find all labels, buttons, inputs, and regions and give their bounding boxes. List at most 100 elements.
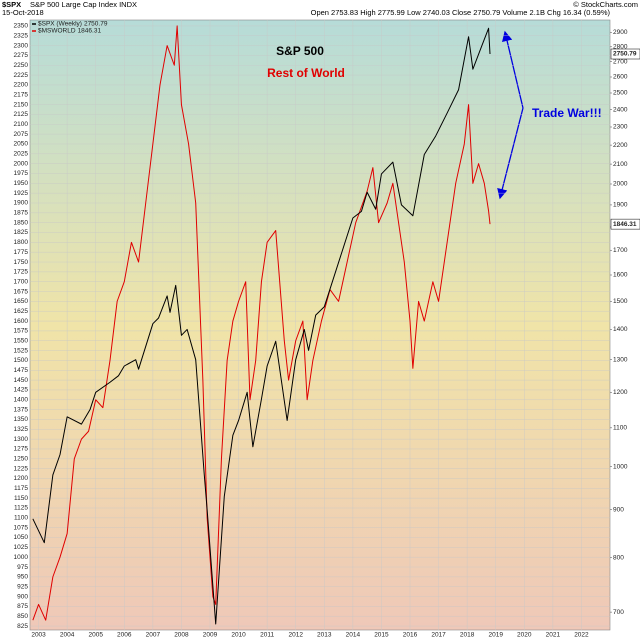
y2-tick-label: 1200 bbox=[613, 389, 628, 396]
x-tick-label: 2007 bbox=[146, 632, 161, 639]
y2-tick-label: 1100 bbox=[613, 425, 627, 432]
y-tick-label: 875 bbox=[17, 603, 28, 610]
y-tick-label: 900 bbox=[17, 593, 28, 600]
plot-area bbox=[29, 19, 611, 631]
y-tick-label: 1275 bbox=[14, 446, 29, 453]
y-tick-label: 2150 bbox=[14, 101, 29, 108]
credit: © StockCharts.com bbox=[573, 0, 638, 9]
y2-tick-label: 2000 bbox=[613, 181, 628, 188]
y-tick-label: 1650 bbox=[14, 298, 29, 305]
y-tick-label: 1525 bbox=[14, 347, 29, 354]
y-tick-label: 1025 bbox=[14, 544, 29, 551]
y2-tick-label: 2900 bbox=[613, 29, 628, 36]
y-tick-label: 1825 bbox=[14, 229, 29, 236]
y-tick-label: 1200 bbox=[14, 475, 29, 482]
y-tick-label: 1625 bbox=[14, 308, 29, 315]
x-tick-label: 2011 bbox=[260, 632, 274, 639]
x-tick-label: 2015 bbox=[374, 632, 389, 639]
y2-tick-label: 1700 bbox=[613, 247, 628, 254]
annotation: S&P 500 bbox=[276, 44, 324, 58]
y-tick-label: 2175 bbox=[14, 91, 29, 98]
legend-value: 1846.31 bbox=[78, 28, 102, 35]
last-value-label: 1846.31 bbox=[613, 221, 637, 228]
y-tick-label: 1175 bbox=[14, 485, 28, 492]
y2-tick-label: 700 bbox=[613, 609, 624, 616]
y-tick-label: 1425 bbox=[14, 387, 29, 394]
y-tick-label: 1450 bbox=[14, 377, 29, 384]
x-tick-label: 2008 bbox=[174, 632, 189, 639]
x-tick-label: 2017 bbox=[431, 632, 446, 639]
legend-value: 2750.79 bbox=[84, 21, 108, 28]
x-tick-label: 2013 bbox=[317, 632, 332, 639]
y-tick-label: 1550 bbox=[14, 337, 29, 344]
y-tick-label: 1375 bbox=[14, 406, 29, 413]
x-tick-label: 2014 bbox=[346, 632, 361, 639]
x-tick-label: 2016 bbox=[403, 632, 418, 639]
x-tick-label: 2004 bbox=[60, 632, 75, 639]
y-tick-label: 1600 bbox=[14, 318, 29, 325]
y-tick-label: 1700 bbox=[14, 278, 29, 285]
y2-tick-label: 2600 bbox=[613, 74, 628, 81]
symbol: $SPX bbox=[2, 0, 21, 9]
y-tick-label: 1050 bbox=[14, 534, 29, 541]
y-tick-label: 1850 bbox=[14, 219, 29, 226]
y-tick-label: 1500 bbox=[14, 357, 29, 364]
grid bbox=[30, 20, 610, 630]
y-tick-label: 1800 bbox=[14, 239, 29, 246]
y-tick-label: 1075 bbox=[14, 524, 29, 531]
y-tick-label: 2075 bbox=[14, 131, 29, 138]
x-tick-label: 2020 bbox=[517, 632, 532, 639]
date: 15-Oct-2018 bbox=[2, 8, 44, 17]
y-tick-label: 1775 bbox=[14, 249, 29, 256]
y2-tick-label: 1600 bbox=[613, 272, 628, 279]
y-tick-label: 1475 bbox=[14, 367, 29, 374]
y-tick-label: 1250 bbox=[14, 456, 29, 463]
series-line bbox=[32, 25, 491, 621]
y2-tick-label: 1300 bbox=[613, 356, 628, 363]
y-tick-label: 1950 bbox=[14, 180, 29, 187]
y2-tick-label: 800 bbox=[613, 554, 624, 561]
y2-tick-label: 900 bbox=[613, 506, 624, 513]
x-tick-label: 2005 bbox=[88, 632, 103, 639]
legend-name: $MSWORLD bbox=[38, 28, 76, 35]
y-tick-label: 2225 bbox=[14, 72, 29, 79]
y-tick-label: 1875 bbox=[14, 210, 29, 217]
last-value-box bbox=[610, 48, 640, 60]
index-name: S&P 500 Large Cap Index INDX bbox=[30, 0, 137, 9]
y-tick-label: 2100 bbox=[14, 121, 29, 128]
y-tick-label: 2350 bbox=[14, 23, 29, 30]
annotation: Rest of World bbox=[267, 66, 345, 80]
y-tick-label: 850 bbox=[17, 613, 28, 620]
y-tick-label: 2250 bbox=[14, 62, 29, 69]
y-tick-label: 1325 bbox=[14, 426, 29, 433]
x-tick-label: 2021 bbox=[546, 632, 561, 639]
y-tick-label: 1975 bbox=[14, 170, 29, 177]
y-tick-label: 2200 bbox=[14, 82, 29, 89]
last-value-box bbox=[610, 218, 640, 230]
y-tick-label: 825 bbox=[17, 623, 28, 630]
y-tick-label: 1925 bbox=[14, 190, 29, 197]
y-tick-label: 1100 bbox=[14, 515, 28, 522]
y2-tick-label: 2200 bbox=[613, 142, 628, 149]
x-tick-label: 2012 bbox=[288, 632, 303, 639]
y2-tick-label: 2800 bbox=[613, 43, 628, 50]
y-tick-label: 1725 bbox=[14, 269, 29, 276]
legend-name: $SPX (Weekly) bbox=[38, 21, 82, 28]
y2-tick-label: 2100 bbox=[613, 161, 628, 168]
x-tick-label: 2003 bbox=[31, 632, 46, 639]
y-tick-label: 2125 bbox=[14, 111, 29, 118]
y2-tick-label: 2300 bbox=[613, 124, 628, 131]
arrow bbox=[502, 30, 524, 109]
y-tick-label: 950 bbox=[17, 574, 28, 581]
annotation: Trade War!!! bbox=[532, 106, 602, 120]
y-tick-label: 2275 bbox=[14, 52, 29, 59]
y2-tick-label: 1400 bbox=[613, 326, 628, 333]
y2-tick-label: 1000 bbox=[613, 463, 628, 470]
series-line bbox=[32, 27, 491, 625]
y-tick-label: 2300 bbox=[14, 42, 29, 49]
y-tick-label: 1900 bbox=[14, 200, 29, 207]
y-tick-label: 1150 bbox=[14, 495, 28, 502]
y-tick-label: 1750 bbox=[14, 259, 29, 266]
